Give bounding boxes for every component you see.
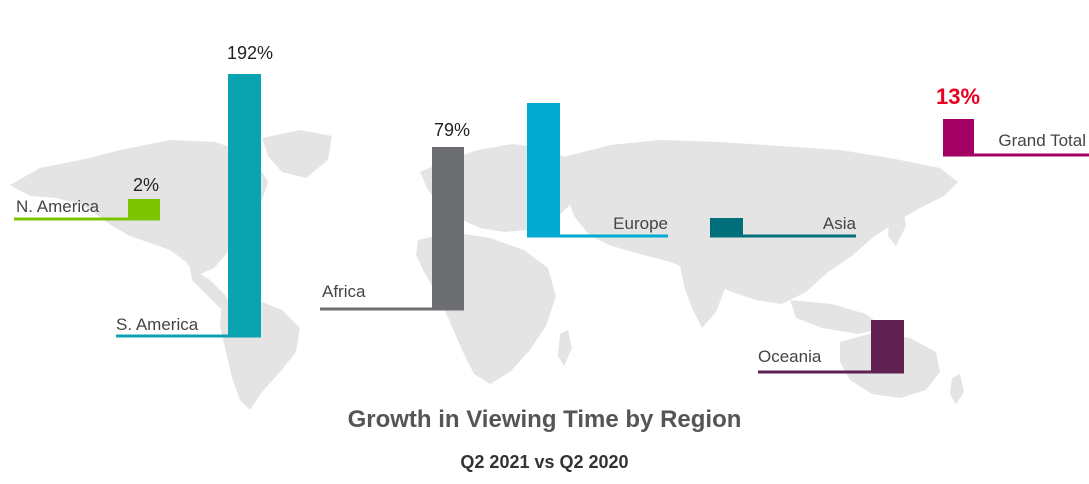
category-label-africa: Africa xyxy=(322,282,366,301)
value-label-s-america: 192% xyxy=(227,43,273,63)
category-label-s-america: S. America xyxy=(116,315,199,334)
bar-s-america xyxy=(228,74,261,336)
value-label-n-america: 2% xyxy=(133,175,159,195)
category-label-grand-total: Grand Total xyxy=(998,131,1086,150)
bar-europe xyxy=(527,103,560,236)
chart-subtitle: Q2 2021 vs Q2 2020 xyxy=(460,452,629,472)
chart-title: Growth in Viewing Time by Region xyxy=(347,406,742,433)
category-label-n-america: N. America xyxy=(16,197,100,216)
value-label-africa: 79% xyxy=(434,120,470,140)
bar-asia xyxy=(710,218,743,236)
category-label-oceania: Oceania xyxy=(758,347,822,366)
category-label-europe: Europe xyxy=(613,214,668,233)
bar-n-america xyxy=(128,199,160,219)
bar-africa xyxy=(432,147,464,309)
bar-oceania xyxy=(871,320,904,372)
category-label-asia: Asia xyxy=(823,214,857,233)
value-label-grand-total: 13% xyxy=(936,84,980,109)
bar-grand-total xyxy=(943,119,974,155)
